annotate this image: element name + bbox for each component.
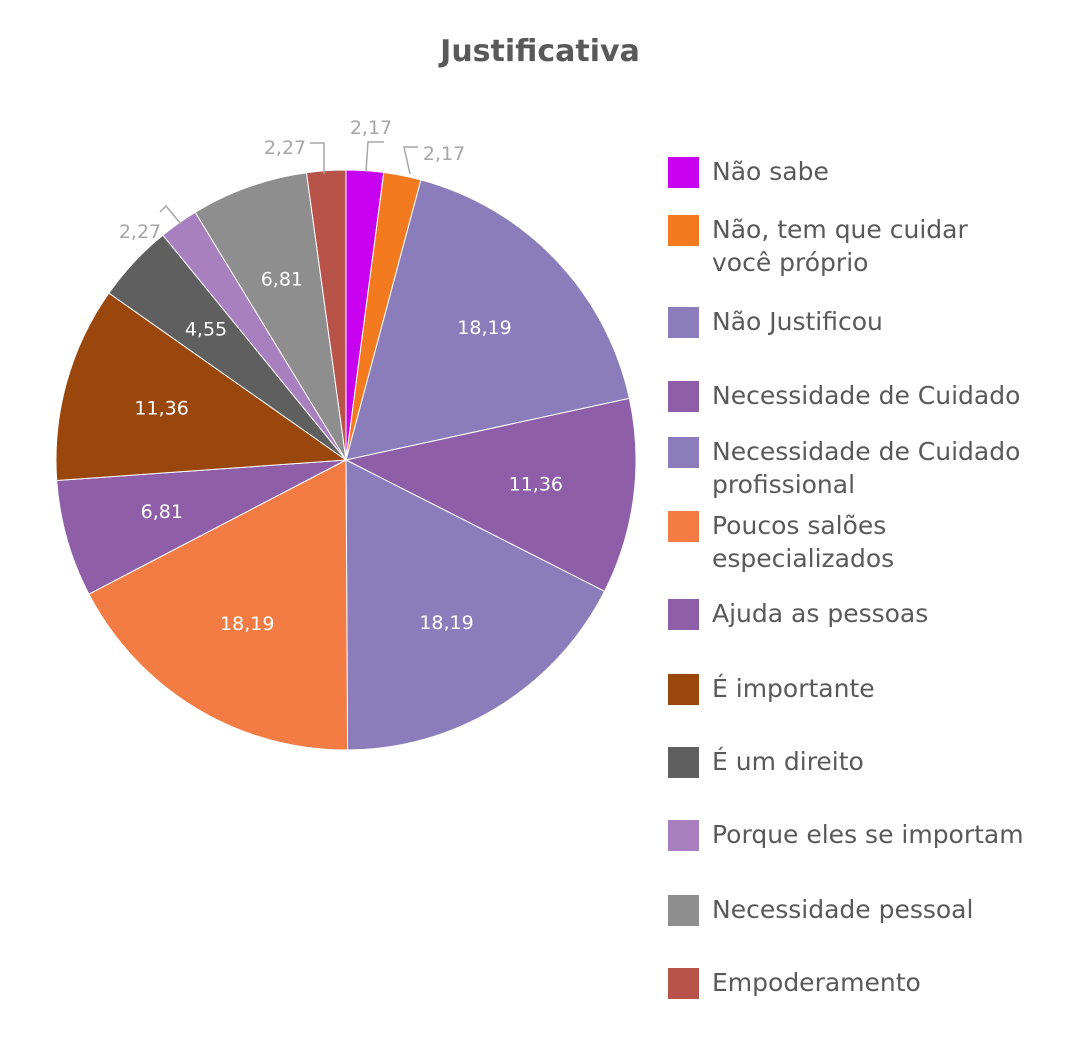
legend-label: Necessidade pessoal bbox=[712, 895, 974, 924]
legend-label: Necessidade de Cuidado profissional bbox=[712, 437, 1021, 499]
legend-swatch bbox=[668, 599, 699, 630]
legend-swatch bbox=[668, 674, 699, 705]
legend-item: Não sabe bbox=[668, 155, 829, 188]
label-leader-line bbox=[159, 204, 182, 225]
slice-data-label: 18,19 bbox=[419, 612, 473, 634]
legend-swatch bbox=[668, 895, 699, 926]
legend-label: Não Justificou bbox=[712, 307, 883, 336]
pie-slice bbox=[194, 172, 347, 461]
legend-swatch bbox=[668, 820, 699, 851]
legend-label: Poucos salões especializados bbox=[712, 511, 895, 573]
pie-slice bbox=[344, 397, 637, 593]
pie-slice bbox=[55, 292, 348, 482]
legend-item: Não, tem que cuidar você próprio bbox=[668, 213, 968, 279]
legend-label: Ajuda as pessoas bbox=[712, 599, 929, 628]
pie-slice bbox=[305, 169, 347, 461]
label-leader-line bbox=[310, 142, 325, 174]
legend-item: Poucos salões especializados bbox=[668, 509, 894, 575]
slice-data-label: 4,55 bbox=[185, 318, 227, 340]
slice-data-label: 11,36 bbox=[509, 473, 563, 495]
legend-swatch bbox=[668, 381, 699, 412]
slice-data-label: 2,27 bbox=[119, 221, 161, 243]
legend-label: Empoderamento bbox=[712, 968, 921, 997]
legend-item: Necessidade pessoal bbox=[668, 893, 973, 926]
slice-data-label: 2,17 bbox=[350, 117, 392, 139]
slice-data-label: 6,81 bbox=[141, 501, 183, 523]
pie-slice bbox=[56, 459, 347, 595]
legend-swatch bbox=[668, 307, 699, 338]
legend-label: Porque eles se importam bbox=[712, 820, 1024, 849]
legend-label: Necessidade de Cuidado bbox=[712, 381, 1021, 410]
legend-label: Não, tem que cuidar você próprio bbox=[712, 215, 968, 277]
legend-item: Porque eles se importam bbox=[668, 818, 1024, 851]
legend-swatch bbox=[668, 968, 699, 999]
pie-slice bbox=[88, 459, 349, 751]
legend-swatch bbox=[668, 511, 699, 542]
slice-data-label: 2,17 bbox=[423, 143, 465, 165]
slice-data-label: 18,19 bbox=[457, 317, 511, 339]
pie-slice bbox=[345, 459, 606, 751]
legend-swatch bbox=[668, 157, 699, 188]
slice-data-label: 2,27 bbox=[264, 137, 306, 159]
legend-item: Empoderamento bbox=[668, 966, 921, 999]
legend-item: Não Justificou bbox=[668, 305, 883, 338]
slice-data-label: 6,81 bbox=[261, 269, 303, 291]
label-leader-line bbox=[403, 146, 418, 175]
legend-item: É importante bbox=[668, 672, 875, 705]
slice-data-label: 18,19 bbox=[220, 613, 274, 635]
slice-data-label: 11,36 bbox=[134, 398, 188, 420]
legend-swatch bbox=[668, 747, 699, 778]
legend-item: É um direito bbox=[668, 745, 864, 778]
legend-swatch bbox=[668, 215, 699, 246]
pie-slice bbox=[345, 179, 630, 461]
label-leader-line bbox=[365, 141, 384, 173]
legend-label: Não sabe bbox=[712, 157, 829, 186]
legend-swatch bbox=[668, 437, 699, 468]
legend-label: É importante bbox=[712, 674, 875, 703]
legend-item: Necessidade de Cuidado profissional bbox=[668, 435, 1020, 501]
legend-item: Ajuda as pessoas bbox=[668, 597, 928, 630]
legend-item: Necessidade de Cuidado bbox=[668, 379, 1020, 412]
legend-label: É um direito bbox=[712, 747, 864, 776]
chart-title: Justificativa bbox=[440, 34, 640, 69]
